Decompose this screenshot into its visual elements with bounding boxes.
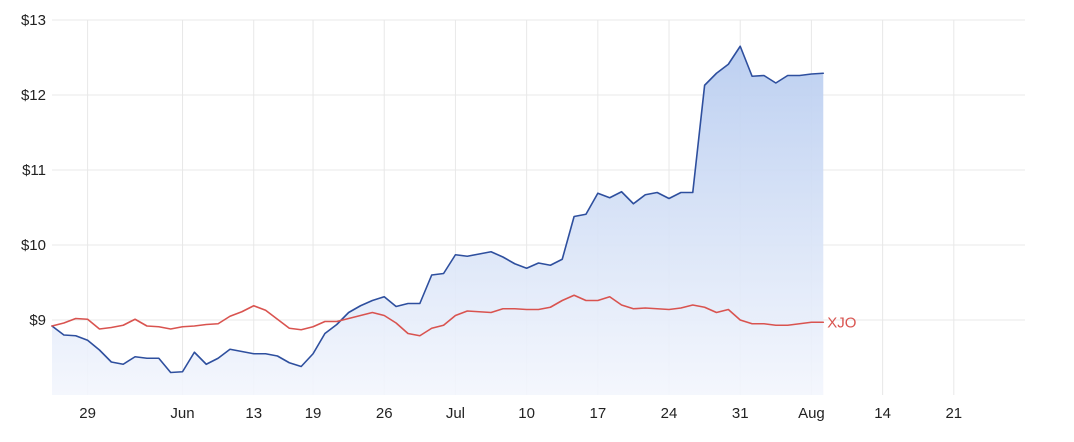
y-axis: $9 $10 $11 $12 $13 <box>21 12 46 329</box>
x-tick-label: 19 <box>305 405 322 422</box>
x-tick-label: Jul <box>446 405 465 422</box>
x-tick-label: 21 <box>945 405 962 422</box>
x-tick-label: 31 <box>732 405 749 422</box>
series-line-xjo <box>51 294 825 337</box>
area-fill <box>52 46 824 395</box>
x-axis: 29 Jun 13 19 26 Jul 10 17 24 31 Aug 14 21 <box>79 405 962 422</box>
series-area <box>52 46 824 395</box>
series-line-primary <box>51 45 825 374</box>
y-tick-label: $13 <box>21 12 46 29</box>
x-tick-label: 14 <box>874 405 891 422</box>
series-label-xjo: XJO <box>827 314 856 331</box>
x-tick-label: 29 <box>79 405 96 422</box>
series-lines <box>51 45 825 374</box>
y-tick-label: $12 <box>21 87 46 104</box>
x-tick-label: 17 <box>589 405 606 422</box>
x-tick-label: Aug <box>798 405 825 422</box>
y-tick-label: $9 <box>29 312 46 329</box>
x-tick-label: 26 <box>376 405 393 422</box>
series-labels: XJO <box>827 314 856 331</box>
y-tick-label: $10 <box>21 237 46 254</box>
x-tick-label: 13 <box>245 405 262 422</box>
y-tick-label: $11 <box>22 162 46 179</box>
x-tick-label: 24 <box>661 405 678 422</box>
x-tick-label: Jun <box>170 405 194 422</box>
x-tick-label: 10 <box>518 405 535 422</box>
